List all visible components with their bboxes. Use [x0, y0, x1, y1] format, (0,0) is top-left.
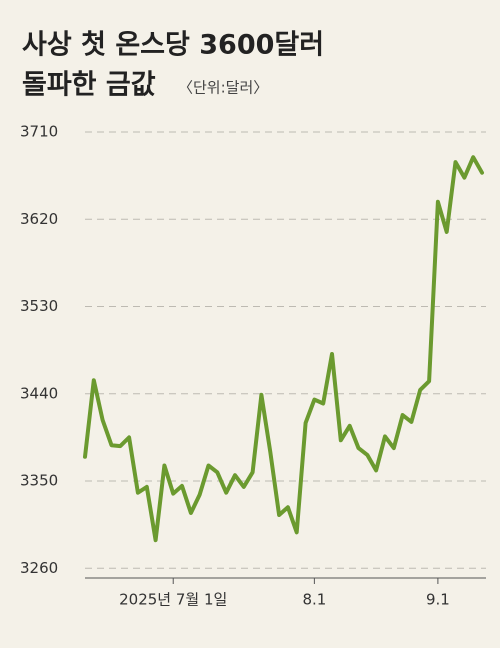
- x-tick-label: 9.1: [426, 591, 450, 609]
- y-tick-label: 3710: [20, 123, 58, 141]
- y-tick-label: 3530: [20, 297, 58, 315]
- chart-title: 사상 첫 온스당 3600달러: [22, 30, 324, 61]
- y-tick-label: 3350: [20, 472, 58, 490]
- x-tick-label: 2025년 7월 1일: [119, 591, 227, 609]
- x-tick-label: 8.1: [302, 591, 326, 609]
- y-tick-label: 3440: [20, 384, 58, 402]
- y-tick-label: 3260: [20, 559, 58, 577]
- y-tick-label: 3620: [20, 210, 58, 228]
- unit-label: 〈단위:달러〉: [178, 79, 268, 97]
- price-line: [83, 155, 484, 543]
- chart-subtitle: 돌파한 금값: [22, 70, 156, 101]
